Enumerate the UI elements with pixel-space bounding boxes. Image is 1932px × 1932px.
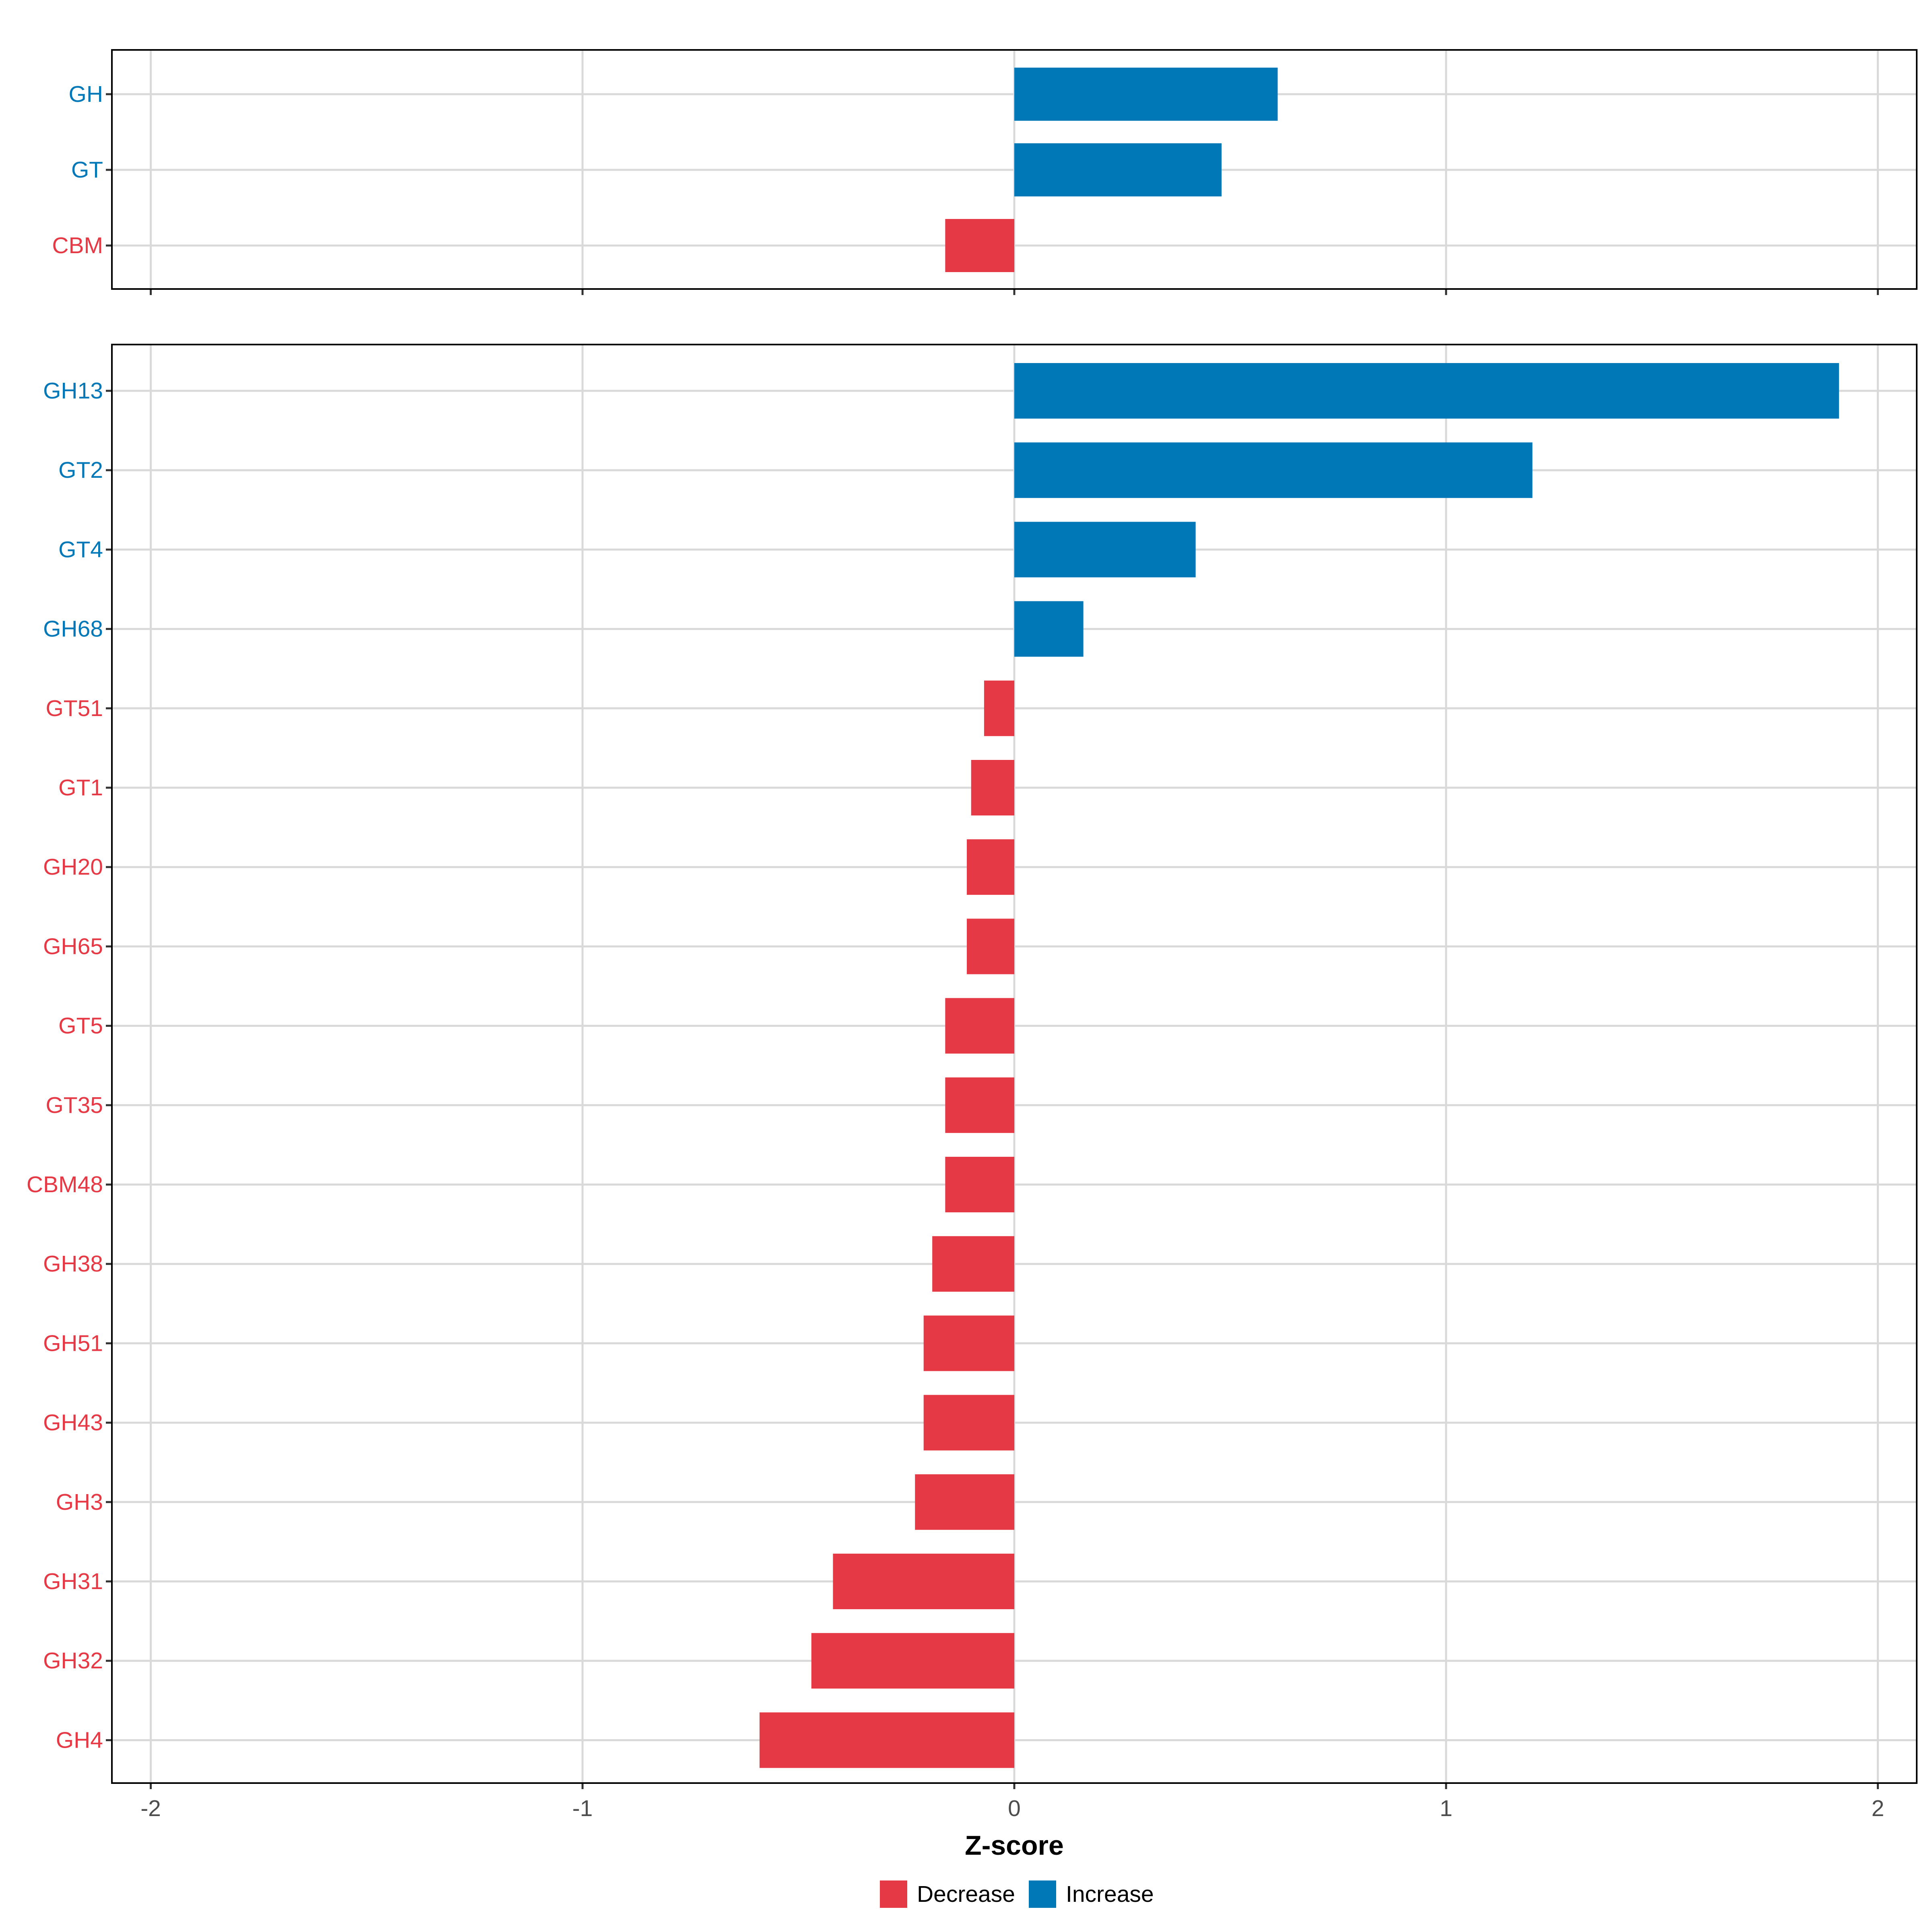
panel-bottom: GH13 GT2 GT4 GH68 GT51 GT1 GH20 GH65 GT5 GT35 CBM4…: [27, 344, 1918, 1789]
bar-gh38: [932, 1236, 1014, 1292]
x-tick-label: 2: [1872, 1796, 1885, 1821]
category-label: GH65: [43, 933, 103, 959]
legend-swatch-increase: [1029, 1880, 1056, 1908]
bar-gt4: [1014, 522, 1196, 578]
bar-gh20: [967, 839, 1014, 895]
bar-gt51: [984, 680, 1014, 736]
category-label: GH38: [43, 1251, 103, 1277]
bar-gh68: [1014, 601, 1084, 657]
bar-gt2: [1014, 442, 1533, 498]
x-tick-label: 1: [1440, 1796, 1453, 1821]
category-label: GH4: [56, 1727, 103, 1753]
category-label: GH3: [56, 1489, 103, 1515]
bar-cbm48: [945, 1157, 1014, 1212]
category-label: GT2: [58, 457, 103, 483]
bar-gt5: [945, 998, 1014, 1054]
legend-label-increase: Increase: [1066, 1881, 1154, 1907]
bar-gh13: [1014, 363, 1839, 419]
panel-border: [111, 344, 1918, 1784]
category-label: GT1: [58, 775, 103, 801]
category-label: GT5: [58, 1013, 103, 1039]
panel-top: GH GT CBM: [52, 49, 1918, 295]
bar-gh51: [923, 1315, 1014, 1371]
x-axis-title: Z-score: [965, 1830, 1064, 1861]
panel-border: [111, 49, 1918, 290]
bar-gt35: [945, 1077, 1014, 1133]
bar-cbm: [945, 219, 1014, 272]
bar-gh31: [833, 1554, 1014, 1609]
category-label: GH51: [43, 1330, 103, 1356]
category-label: GT35: [45, 1092, 103, 1118]
x-tick-label: 0: [1008, 1796, 1021, 1821]
category-label: GH31: [43, 1569, 103, 1594]
category-label: CBM48: [27, 1172, 103, 1197]
bar-gh43: [923, 1395, 1014, 1451]
x-tick-label: -1: [572, 1796, 593, 1821]
category-label: GT51: [45, 696, 103, 721]
bar-gt1: [971, 760, 1014, 815]
bar-gh: [1014, 68, 1278, 121]
category-label: GT: [71, 157, 103, 183]
bar-gt: [1014, 143, 1222, 196]
bar-gh4: [760, 1712, 1014, 1768]
category-label: GH: [69, 81, 103, 107]
category-label: GH20: [43, 854, 103, 880]
bar-gh65: [967, 919, 1014, 974]
bar-gh3: [915, 1474, 1014, 1530]
legend-label-decrease: Decrease: [917, 1881, 1015, 1907]
bar-gh32: [811, 1633, 1014, 1689]
category-label: GH43: [43, 1410, 103, 1436]
category-label: CBM: [52, 233, 103, 258]
x-tick-label: -2: [140, 1796, 161, 1821]
legend-swatch-decrease: [880, 1880, 907, 1908]
category-label: GH32: [43, 1648, 103, 1674]
category-label: GT4: [58, 537, 103, 562]
category-label: GH13: [43, 378, 103, 404]
category-label: GH68: [43, 616, 103, 642]
legend: Decrease Increase: [880, 1880, 1154, 1908]
